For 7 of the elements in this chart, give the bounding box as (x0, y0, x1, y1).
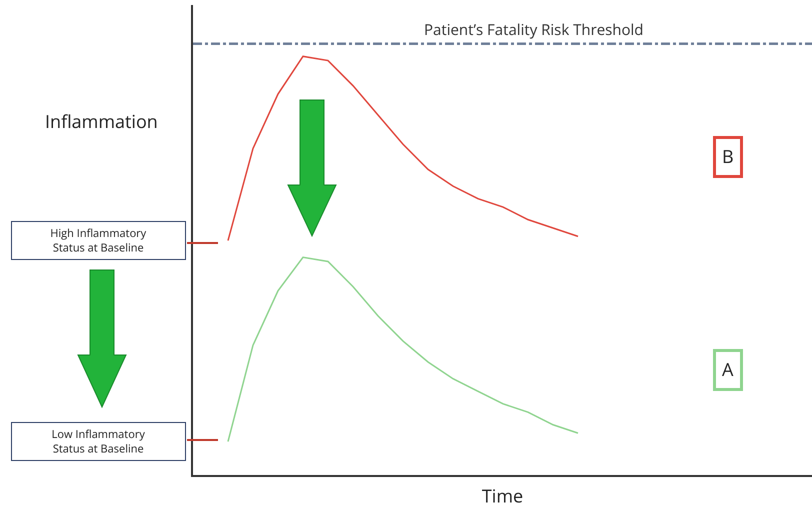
ref-line-label: Patient’s Fatality Risk Threshold (424, 20, 644, 40)
text: A (722, 358, 734, 382)
text: High Inflammatory Status at Baseline (50, 226, 147, 256)
text: Low Inflammatory Status at Baseline (52, 427, 146, 456)
text: B (722, 145, 734, 169)
text: Inflammation (45, 110, 158, 134)
x-axis-title: Time (482, 484, 524, 508)
